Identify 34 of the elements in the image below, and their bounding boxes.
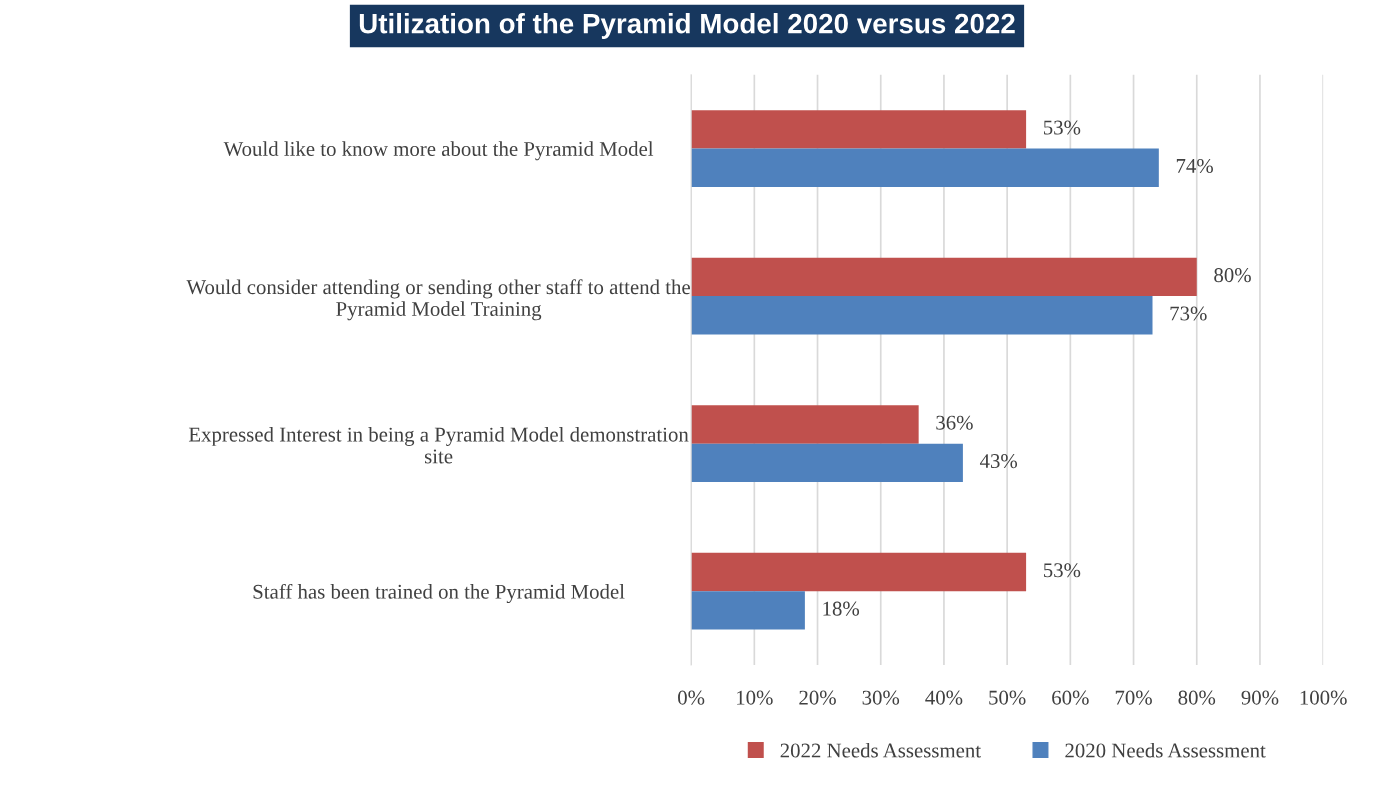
bar: [691, 296, 1153, 335]
y-tick-label: Would like to know more about the Pyramid Model: [223, 141, 654, 161]
x-tick-label: 40%: [925, 690, 963, 705]
legend-label: 2020 Needs Assessment: [1065, 742, 1266, 758]
bar: [691, 552, 1027, 592]
data-label: 80%: [1214, 268, 1251, 283]
x-tick-label: 10%: [737, 690, 773, 705]
bar: [691, 257, 1197, 297]
x-tick-label: 100%: [1300, 690, 1347, 705]
y-tick-label: Expressed Interest in being a Pyramid Model demonstration site: [188, 426, 689, 464]
legend-label: 2022 Needs Assessment: [780, 742, 981, 758]
x-tick-label: 70%: [1115, 690, 1152, 705]
bar: [691, 148, 1159, 187]
x-tick-label: 90%: [1241, 690, 1279, 705]
data-label: 36%: [936, 415, 973, 430]
data-label: 43%: [979, 454, 1018, 469]
x-tick-label: 60%: [1052, 690, 1089, 705]
x-tick-label: 20%: [799, 690, 836, 705]
data-label: 18%: [823, 601, 860, 616]
data-label: 73%: [1170, 306, 1207, 321]
x-tick-label: 50%: [989, 690, 1026, 705]
bar: [691, 110, 1027, 149]
bar: [691, 591, 805, 630]
data-label: 74%: [1176, 158, 1213, 174]
bar: [691, 405, 919, 444]
y-tick-label: Staff has been trained on the Pyramid Model: [253, 583, 625, 604]
y-tick-label: Would consider attending or sending other staff to attend the Pyramid Model Training: [186, 279, 690, 321]
chart-title: Utilization of the Pyramid Model 2020 versus 2022: [359, 13, 1015, 39]
data-label: 53%: [1043, 120, 1081, 135]
x-tick-label: 30%: [862, 690, 900, 705]
x-tick-label: 0%: [678, 690, 705, 705]
data-label: 53%: [1043, 563, 1081, 578]
x-tick-label: 80%: [1178, 690, 1216, 705]
bar: [691, 443, 963, 483]
